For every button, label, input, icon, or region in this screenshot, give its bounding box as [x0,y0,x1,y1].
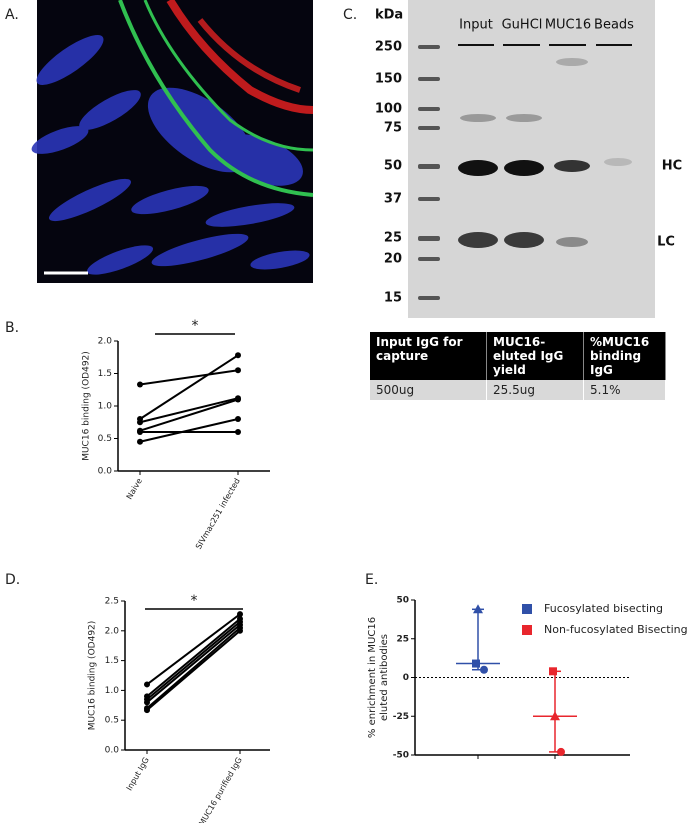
y-tick-label: 50 [396,596,409,606]
pair-line [139,418,239,443]
point [235,396,241,403]
point [144,681,150,688]
point [137,429,143,435]
y-tick-label: 1.0 [105,686,120,696]
y-tick-label: 2.5 [105,597,119,607]
y-tick-label: -25 [393,712,409,722]
table-header: Input IgG for capture [370,332,487,380]
ladder-label: 25 [384,231,402,246]
point [237,627,243,634]
point [550,711,560,721]
y-axis-label: % enrichment in MUC16 [367,617,378,738]
pair-line [146,621,241,701]
y-tick-label: 0.0 [98,467,113,477]
point [480,665,488,674]
pair-line [146,630,241,711]
table-cell: 25.5ug [486,380,584,400]
y-tick-label: -50 [393,751,409,761]
ladder-label: 100 [375,102,402,117]
y-axis-label: eluted antibodies [379,634,390,721]
panel-label: A. [5,7,19,23]
significance-mark: * [192,318,199,334]
pair-line [139,369,239,386]
lane-label: MUC16 [545,18,591,33]
legend-label: Non-fucosylated Bisecting [544,623,688,636]
point [144,707,150,714]
ladder-label: 15 [384,291,402,306]
y-tick-label: 0.5 [105,716,119,726]
band-label: LC [657,235,675,250]
ladder-label: 37 [384,192,402,207]
point [137,419,143,426]
y-tick-label: 0.0 [105,746,120,756]
point [235,429,241,435]
point [473,604,483,614]
y-tick-label: 1.5 [105,656,119,666]
point [235,352,241,359]
gel-unit: kDa [375,8,403,23]
point [144,699,150,706]
micrograph [31,0,314,283]
point [137,381,143,388]
panel-label: D. [5,572,20,588]
y-axis-label: MUC16 binding (OD492) [82,351,92,461]
pair-line [139,354,239,420]
pair-line [139,397,239,424]
table-header: MUC16-eluted IgG yield [486,332,584,380]
pair-line [146,618,241,698]
lane-label: Beads [594,18,634,33]
band-label: HC [662,159,682,174]
y-tick-label: 1.5 [98,369,112,379]
ladder-label: 75 [384,121,402,136]
y-tick-label: 0.5 [98,434,112,444]
legend-swatch [522,604,532,614]
point [137,438,143,445]
legend-swatch [522,625,532,635]
lane-label: Input [459,18,493,33]
x-tick-label: Input IgG [125,756,151,792]
ladder-label: 150 [375,72,402,87]
point [557,747,565,756]
y-tick-label: 0 [403,673,409,683]
pair-line [139,398,239,432]
pair-line [146,624,241,704]
x-tick-label: SIVmac251 infected [194,477,242,551]
y-tick-label: 1.0 [98,402,113,412]
table-cell: 5.1% [583,380,666,400]
point [237,611,243,618]
x-tick-label: Naive [125,477,144,501]
y-tick-label: 2.0 [98,337,113,347]
significance-mark: * [191,593,198,609]
y-tick-label: 2.0 [105,626,120,636]
point [235,367,241,374]
ladder-label: 20 [384,252,402,267]
point [549,667,557,676]
x-tick-label: MUC16 purified IgG [197,756,244,823]
pair-line [146,613,241,686]
table-cell: 500ug [370,380,487,400]
y-tick-label: 25 [396,634,409,644]
ladder-label: 50 [384,159,402,174]
panel-label: B. [5,320,19,336]
point [235,416,241,422]
pair-line [146,627,241,710]
lane-label: GuHCl [502,18,543,33]
y-axis-label: MUC16 binding (OD492) [88,621,98,731]
ladder-label: 250 [375,40,402,55]
table-header: %MUC16 binding IgG [583,332,666,380]
gel-image [408,0,655,318]
summary-table: Input IgG for capture MUC16-eluted IgG y… [370,332,666,400]
legend-label: Fucosylated bisecting [544,602,663,615]
point [472,659,480,668]
panel-label: E. [365,572,378,588]
panel-label: C. [343,7,357,23]
